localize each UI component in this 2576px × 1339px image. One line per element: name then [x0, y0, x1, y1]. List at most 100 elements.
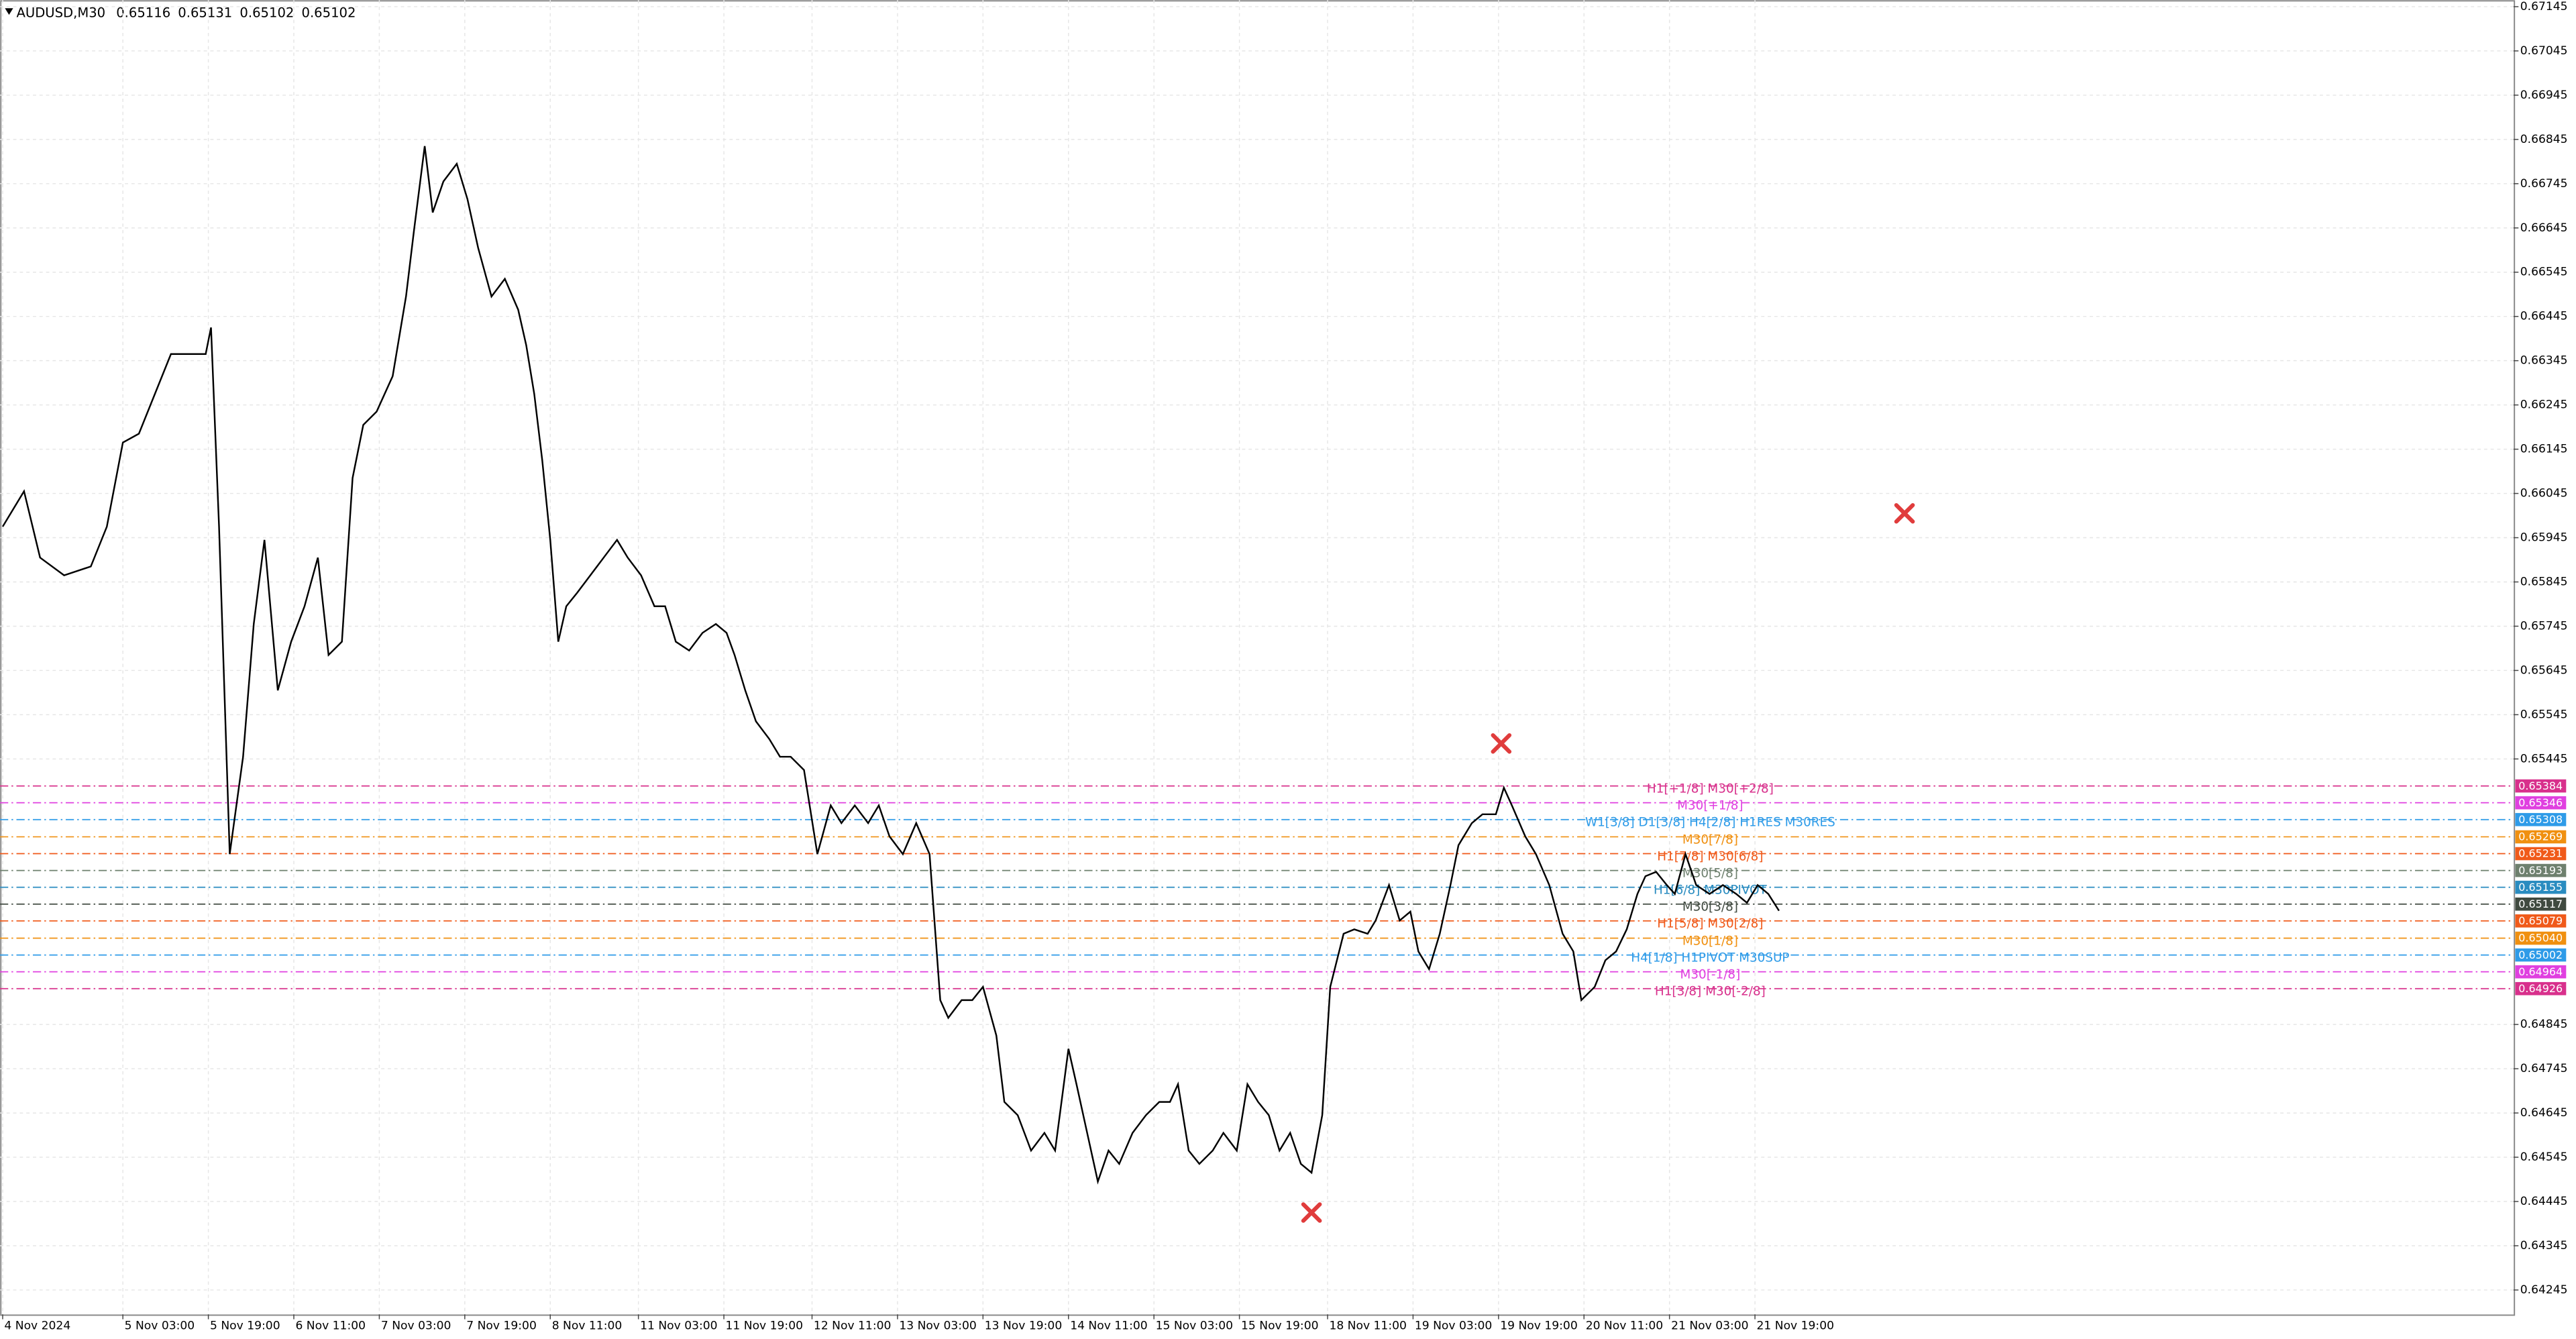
price-box-label: 0.65308: [2518, 813, 2563, 826]
price-box: [2515, 863, 2567, 877]
x-tick-label: 15 Nov 03:00: [1156, 1319, 1233, 1332]
y-tick-label: 0.66845: [2520, 133, 2568, 146]
price-line: [1, 146, 1780, 1185]
x-tick-label: 19 Nov 19:00: [1500, 1319, 1577, 1332]
level-label: H1[7/8] M30[6/8]: [1657, 849, 1763, 863]
y-tick-label: 0.66345: [2520, 354, 2568, 368]
cross-marker: [1301, 1202, 1322, 1223]
price-box-label: 0.65002: [2518, 949, 2563, 961]
y-tick-label: 0.64845: [2520, 1018, 2568, 1031]
y-tick-label: 0.66945: [2520, 89, 2568, 102]
x-tick-label: 8 Nov 11:00: [552, 1319, 623, 1332]
price-box: [2515, 847, 2567, 861]
level-label: M30[5/8]: [1682, 866, 1738, 880]
price-box: [2515, 779, 2567, 793]
price-box: [2515, 812, 2567, 826]
y-tick-label: 0.64345: [2520, 1239, 2568, 1252]
y-tick-label: 0.65445: [2520, 752, 2568, 765]
y-tick-label: 0.65945: [2520, 531, 2568, 545]
y-tick-label: 0.66245: [2520, 398, 2568, 412]
price-box-label: 0.65155: [2518, 881, 2563, 894]
level-label: M30[+1/8]: [1677, 799, 1743, 813]
cross-stroke: [1301, 1202, 1322, 1223]
price-box: [2515, 931, 2567, 945]
x-tick-label: 6 Nov 11:00: [295, 1319, 366, 1332]
low: 0.65102: [239, 5, 294, 20]
menu-arrow[interactable]: [5, 8, 13, 15]
x-tick-label: 12 Nov 11:00: [814, 1319, 891, 1332]
y-tick-label: 0.64645: [2520, 1106, 2568, 1120]
plot-frame: [0, 0, 2516, 1316]
cross-marker: [1894, 502, 1915, 524]
level-label: H1[5/8] M30[2/8]: [1657, 917, 1763, 931]
cross-stroke: [1491, 733, 1512, 754]
chart-header: AUDUSD,M30 0.65116 0.65131 0.65102 0.651…: [16, 5, 356, 20]
y-tick-label: 0.64545: [2520, 1150, 2568, 1164]
y-tick-label: 0.65645: [2520, 663, 2568, 677]
y-tick-label: 0.65545: [2520, 708, 2568, 721]
level-label: H1[6/8] M30PIVOT: [1654, 883, 1768, 898]
price-box: [2515, 914, 2567, 928]
level-label: W1[3/8] D1[3/8] H4[2/8] H1RES M30RES: [1585, 816, 1835, 830]
x-tick-label: 4 Nov 2024: [4, 1319, 70, 1332]
x-tick-label: 19 Nov 03:00: [1415, 1319, 1492, 1332]
y-tick-label: 0.66645: [2520, 221, 2568, 235]
price-box-label: 0.65040: [2518, 932, 2563, 945]
price-box-label: 0.65346: [2518, 796, 2563, 809]
symbol: AUDUSD,M30: [16, 5, 105, 20]
y-tick-label: 0.64245: [2520, 1283, 2568, 1297]
price-box-label: 0.64964: [2518, 965, 2563, 978]
x-tick-label: 20 Nov 11:00: [1586, 1319, 1663, 1332]
price-box-label: 0.65231: [2518, 847, 2563, 860]
x-tick-label: 14 Nov 11:00: [1070, 1319, 1147, 1332]
level-label: H1[3/8] M30[-2/8]: [1655, 985, 1766, 999]
level-label: M30[7/8]: [1682, 833, 1738, 847]
x-tick-label: 11 Nov 03:00: [640, 1319, 717, 1332]
high: 0.65131: [178, 5, 232, 20]
open: 0.65116: [116, 5, 170, 20]
level-label: M30[3/8]: [1682, 900, 1738, 914]
level-label: H4[1/8] H1PIVOT M30SUP: [1631, 951, 1789, 965]
y-tick-label: 0.67145: [2520, 0, 2568, 13]
x-tick-label: 7 Nov 19:00: [466, 1319, 537, 1332]
y-tick-label: 0.67045: [2520, 44, 2568, 58]
price-box-label: 0.65269: [2518, 831, 2563, 843]
y-tick-label: 0.66745: [2520, 177, 2568, 191]
price-box: [2515, 948, 2567, 962]
price-box: [2515, 880, 2567, 894]
cross-marker: [1491, 733, 1512, 754]
level-label: M30[-1/8]: [1680, 968, 1741, 982]
x-tick-label: 18 Nov 11:00: [1329, 1319, 1406, 1332]
y-tick-label: 0.66145: [2520, 443, 2568, 456]
price-box-label: 0.65117: [2518, 898, 2563, 910]
x-tick-label: 15 Nov 19:00: [1241, 1319, 1318, 1332]
x-tick-label: 13 Nov 03:00: [899, 1319, 976, 1332]
y-tick-label: 0.65745: [2520, 619, 2568, 633]
x-tick-label: 13 Nov 19:00: [985, 1319, 1062, 1332]
y-tick-label: 0.64745: [2520, 1062, 2568, 1075]
level-label: H1[+1/8] M30[+2/8]: [1647, 782, 1774, 796]
price-box-label: 0.65193: [2518, 864, 2563, 877]
y-tick-label: 0.65845: [2520, 575, 2568, 588]
y-tick-label: 0.66445: [2520, 310, 2568, 323]
price-box-label: 0.64926: [2518, 982, 2563, 995]
price-box-label: 0.65079: [2518, 914, 2563, 927]
cross-stroke: [1894, 502, 1915, 524]
y-tick-label: 0.64445: [2520, 1195, 2568, 1208]
price-box: [2515, 981, 2567, 996]
x-tick-label: 11 Nov 19:00: [726, 1319, 803, 1332]
price-box: [2515, 796, 2567, 810]
x-tick-label: 7 Nov 03:00: [381, 1319, 451, 1332]
x-tick-label: 5 Nov 19:00: [210, 1319, 280, 1332]
x-tick-label: 21 Nov 19:00: [1757, 1319, 1834, 1332]
price-box: [2515, 965, 2567, 979]
x-tick-label: 5 Nov 03:00: [125, 1319, 195, 1332]
x-tick-label: 21 Nov 03:00: [1671, 1319, 1748, 1332]
level-label: M30[1/8]: [1682, 934, 1738, 948]
price-box-label: 0.65384: [2518, 780, 2563, 792]
price-box: [2515, 897, 2567, 911]
price-box: [2515, 830, 2567, 844]
y-tick-label: 0.66045: [2520, 487, 2568, 500]
